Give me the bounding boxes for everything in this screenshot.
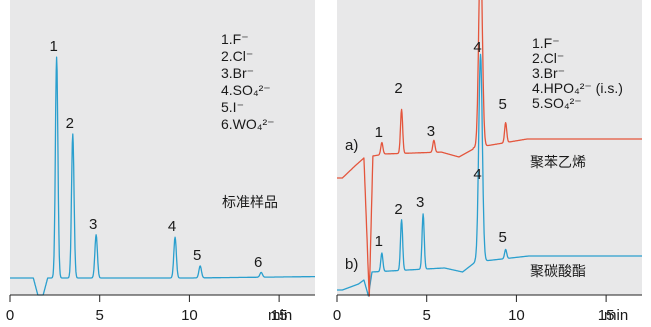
- standard-legend-item: 1.F⁻: [221, 31, 249, 47]
- samples-legend-item: 3.Br⁻: [532, 65, 565, 81]
- standard-legend-item: 3.Br⁻: [221, 65, 254, 81]
- polystyrene-peak-label: 4: [473, 39, 481, 56]
- standard-sample-label: 标准样品: [222, 195, 278, 211]
- polycarbonate-peak-label: 5: [498, 229, 506, 246]
- standard-tick-label: 0: [6, 307, 14, 324]
- standard-legend-item: 5.I⁻: [221, 99, 244, 115]
- polystyrene-trace: [336, 0, 643, 297]
- polystyrene-peak-label: 2: [394, 80, 402, 97]
- standard-peak-label: 3: [89, 216, 97, 233]
- standard-peak-label: 4: [168, 218, 176, 235]
- polycarbonate-peak-label: 3: [416, 194, 424, 211]
- polycarbonate-trace: [336, 53, 643, 297]
- trace-tag-a: a): [345, 137, 358, 154]
- polycarbonate-peak-label: 2: [394, 201, 402, 218]
- legend-standard: 1.F⁻2.Cl⁻3.Br⁻4.SO₄²⁻5.I⁻6.WO₄²⁻: [221, 31, 275, 132]
- standard-legend-item: 6.WO₄²⁻: [221, 116, 275, 132]
- trace-tag-b: b): [345, 256, 358, 273]
- samples-legend-item: 4.HPO₄²⁻ (i.s.): [532, 80, 623, 96]
- standard-tick-label: 10: [181, 307, 198, 324]
- polystyrene-peak-label: 5: [498, 96, 506, 113]
- standard-peak-label: 6: [254, 254, 262, 271]
- panel-samples-background: [337, 0, 642, 295]
- x-ticks-samples: 0 5 10 15: [333, 295, 615, 324]
- panel-standard-background: [10, 0, 315, 295]
- standard-peak-label: 5: [193, 247, 201, 264]
- x-ticks-standard: 0 5 10 15: [6, 295, 288, 324]
- peak-labels-standard: 1 2 3 45 6: [49, 38, 262, 271]
- samples-tick-label: 5: [423, 307, 431, 324]
- standard-legend-item: 4.SO₄²⁻: [221, 82, 271, 98]
- samples-tick-label: 15: [598, 307, 615, 324]
- samples-tick-label: 10: [508, 307, 525, 324]
- standard-tick-label: 15: [271, 307, 288, 324]
- polycarbonate-label: 聚碳酸酯: [530, 264, 586, 280]
- x-unit-samples: min: [604, 307, 628, 324]
- standard-peak-label: 1: [49, 38, 57, 55]
- panel-standard: 0 5 10 15 123 45 6 1.F⁻2.Cl⁻3.Br⁻4.SO₄²⁻5.I⁻6…: [6, 0, 316, 324]
- polystyrene-peak-label: 1: [375, 124, 383, 141]
- x-unit-standard: min: [268, 307, 292, 324]
- standard-trace: [9, 56, 316, 296]
- samples-legend-item: 1.F⁻: [532, 35, 560, 51]
- standard-peak-label: 2: [66, 115, 74, 132]
- samples-legend-item: 2.Cl⁻: [532, 50, 564, 66]
- standard-tick-label: 5: [96, 307, 104, 324]
- polystyrene-label: 聚苯乙烯: [530, 154, 586, 171]
- standard-legend-item: 2.Cl⁻: [221, 48, 253, 64]
- samples-tick-label: 0: [333, 307, 341, 324]
- polycarbonate-peak-label: 1: [375, 233, 383, 250]
- polystyrene-peak-label: 3: [427, 123, 435, 140]
- polycarbonate-peak-label: 4: [473, 166, 481, 183]
- legend-samples: 1.F⁻2.Cl⁻3.Br⁻4.HPO₄²⁻ (i.s.)5.SO₄²⁻: [532, 35, 623, 111]
- samples-legend-item: 5.SO₄²⁻: [532, 95, 582, 111]
